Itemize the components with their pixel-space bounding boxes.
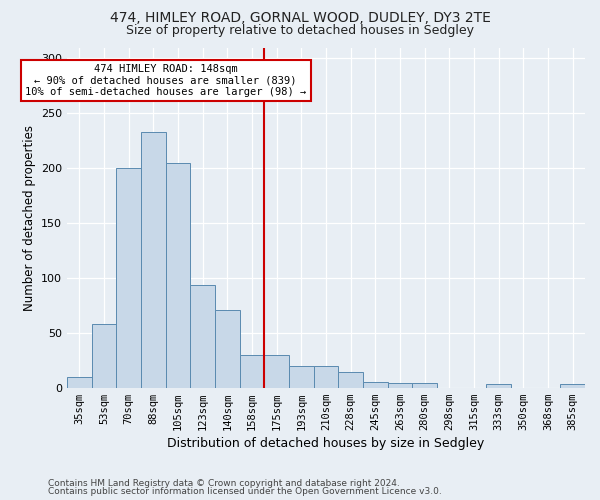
Bar <box>560 384 585 388</box>
Bar <box>487 384 511 388</box>
Bar <box>116 168 141 388</box>
Bar <box>388 384 412 388</box>
Bar <box>92 324 116 388</box>
Bar <box>141 132 166 388</box>
Bar <box>265 355 289 388</box>
Bar <box>314 366 338 388</box>
Text: 474 HIMLEY ROAD: 148sqm
← 90% of detached houses are smaller (839)
10% of semi-d: 474 HIMLEY ROAD: 148sqm ← 90% of detache… <box>25 64 307 97</box>
Bar <box>67 376 92 388</box>
Bar <box>412 384 437 388</box>
Bar <box>215 310 240 388</box>
Bar <box>190 284 215 388</box>
Bar <box>363 382 388 388</box>
Bar <box>338 372 363 388</box>
Bar <box>289 366 314 388</box>
Text: Contains HM Land Registry data © Crown copyright and database right 2024.: Contains HM Land Registry data © Crown c… <box>48 478 400 488</box>
Text: 474, HIMLEY ROAD, GORNAL WOOD, DUDLEY, DY3 2TE: 474, HIMLEY ROAD, GORNAL WOOD, DUDLEY, D… <box>110 11 490 25</box>
Bar <box>166 162 190 388</box>
Y-axis label: Number of detached properties: Number of detached properties <box>23 124 35 310</box>
Text: Contains public sector information licensed under the Open Government Licence v3: Contains public sector information licen… <box>48 487 442 496</box>
Text: Size of property relative to detached houses in Sedgley: Size of property relative to detached ho… <box>126 24 474 37</box>
X-axis label: Distribution of detached houses by size in Sedgley: Distribution of detached houses by size … <box>167 437 485 450</box>
Bar <box>240 355 265 388</box>
